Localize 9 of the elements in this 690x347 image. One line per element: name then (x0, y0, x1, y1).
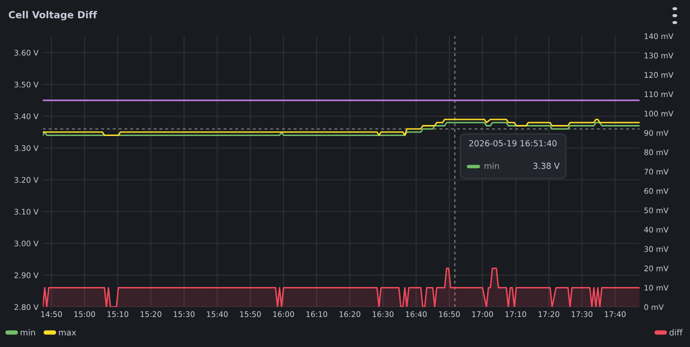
annotation: min (484, 162, 499, 169)
annotation: 2026-05-19 16:51:40 (469, 140, 557, 146)
annotation: 3.38 V (533, 162, 560, 169)
legend-label: diff (669, 329, 683, 336)
line-series (42, 118, 640, 136)
legend-label: max (58, 330, 76, 336)
line-series (42, 122, 640, 136)
chart-title: Cell Voltage Diff (8, 10, 98, 20)
legend-label: min (20, 329, 36, 336)
